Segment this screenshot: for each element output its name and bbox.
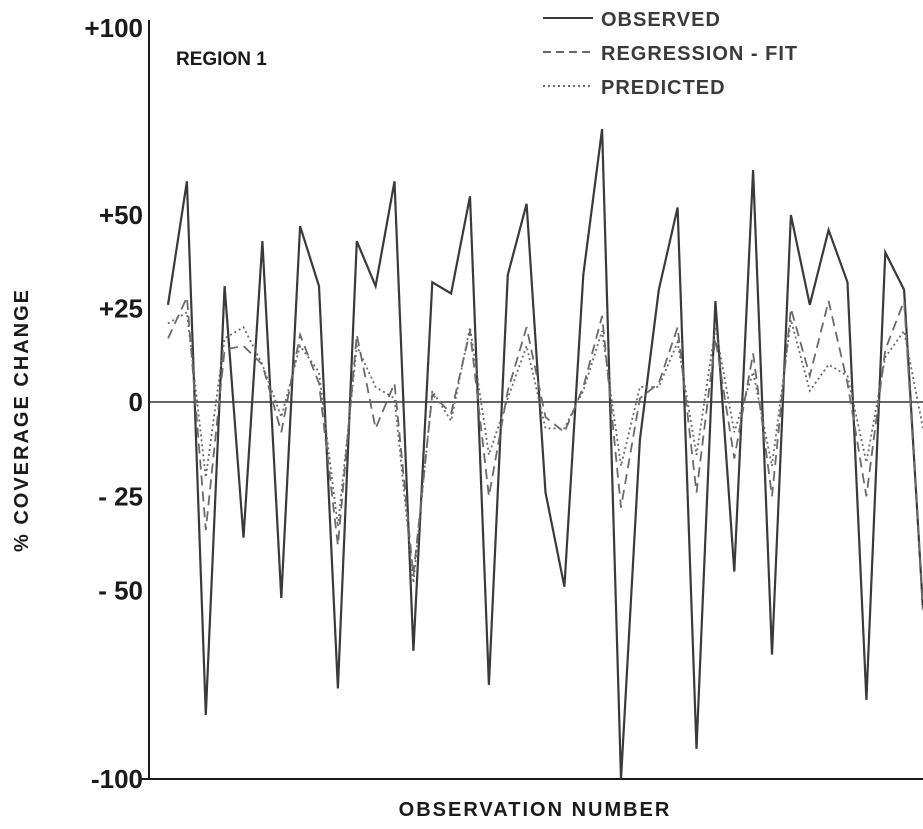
series-layer <box>166 128 923 780</box>
series-line-solid <box>166 128 923 780</box>
panel-label: REGION 1 <box>176 49 267 70</box>
y-tick-labels: +100 +50 +25 0 - 25 - 50 -100 <box>84 13 143 794</box>
series-line-dotted <box>167 310 923 584</box>
legend: OBSERVED REGRESSION - FIT PREDICTED <box>543 9 798 99</box>
y-tick-label: -100 <box>91 764 143 794</box>
series-line-dashed <box>167 293 923 610</box>
legend-label-predicted: PREDICTED <box>601 77 726 99</box>
y-tick-label: - 25 <box>98 481 143 511</box>
y-tick-label: 0 <box>129 387 143 417</box>
y-tick-label: - 50 <box>98 576 143 606</box>
legend-label-regression-fit: REGRESSION - FIT <box>601 43 798 65</box>
y-axis-title: % COVERAGE CHANGE <box>11 288 33 552</box>
x-axis-title: OBSERVATION NUMBER <box>399 799 672 821</box>
legend-label-observed: OBSERVED <box>601 9 721 31</box>
y-tick-label: +100 <box>84 13 143 43</box>
y-tick-label: +25 <box>99 294 143 324</box>
y-tick-label: +50 <box>99 200 143 230</box>
